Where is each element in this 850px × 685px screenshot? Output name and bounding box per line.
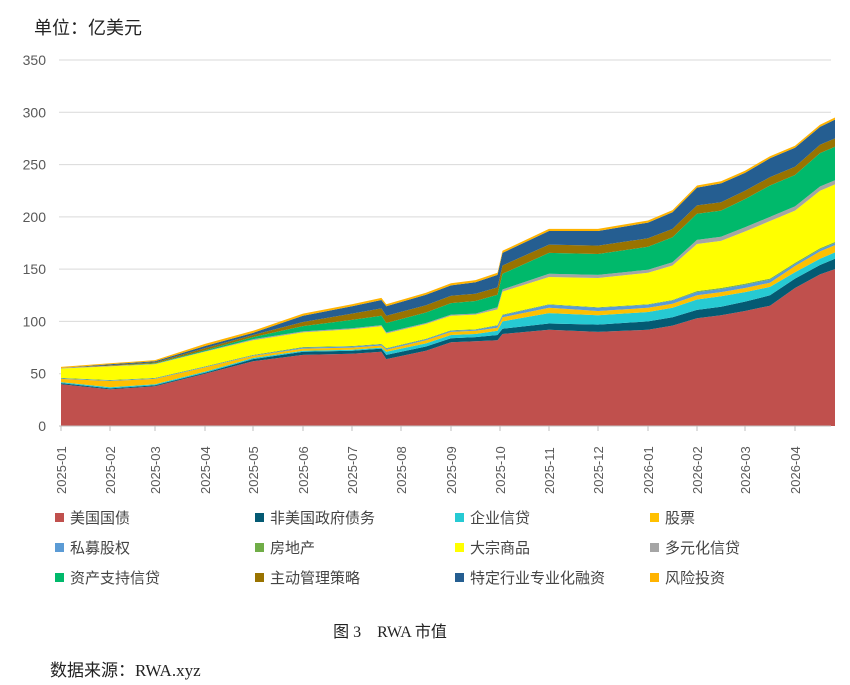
legend-label: 企业信贷 xyxy=(470,510,531,527)
legend-item: 风险投资 xyxy=(650,568,840,587)
legend-label: 私募股权 xyxy=(70,540,131,557)
legend-label: 美国国债 xyxy=(70,510,131,527)
legend-swatch xyxy=(650,573,659,582)
x-tick-label: 2025-07 xyxy=(345,446,360,494)
legend-swatch xyxy=(55,573,64,582)
x-tick-label: 2026-03 xyxy=(738,446,753,494)
legend-item: 股票 xyxy=(650,508,840,527)
y-tick-label: 0 xyxy=(38,418,46,434)
unit-label: 单位：亿美元 xyxy=(34,18,142,38)
y-tick-label: 250 xyxy=(23,157,47,173)
legend-label: 大宗商品 xyxy=(470,540,531,557)
x-tick-label: 2025-01 xyxy=(54,446,69,494)
figure-caption: 图 3 RWA 市值 xyxy=(333,624,447,641)
legend-item: 主动管理策略 xyxy=(255,568,455,587)
legend-swatch xyxy=(650,513,659,522)
legend-label: 资产支持信贷 xyxy=(70,570,161,587)
legend-label: 多元化信贷 xyxy=(665,540,741,557)
data-source: 数据来源：RWA.xyz xyxy=(50,661,201,680)
legend-item: 多元化信贷 xyxy=(650,538,840,557)
legend-swatch xyxy=(255,543,264,552)
area-series-6 xyxy=(61,184,835,380)
x-tick-label: 2026-01 xyxy=(641,446,656,494)
legend-swatch xyxy=(455,543,464,552)
legend-swatch xyxy=(55,543,64,552)
legend-item: 美国国债 xyxy=(55,508,255,527)
y-tick-label: 100 xyxy=(23,313,47,329)
y-tick-label: 50 xyxy=(30,366,46,382)
legend-label: 股票 xyxy=(665,510,696,527)
legend-swatch xyxy=(255,513,264,522)
x-tick-label: 2026-02 xyxy=(690,446,705,494)
legend-item: 企业信贷 xyxy=(455,508,650,527)
legend-label: 主动管理策略 xyxy=(270,570,361,587)
legend-swatch xyxy=(455,513,464,522)
y-tick-label: 350 xyxy=(23,52,47,68)
x-tick-label: 2026-04 xyxy=(788,446,803,494)
legend-swatch xyxy=(255,573,264,582)
legend-item: 特定行业专业化融资 xyxy=(455,568,650,587)
x-tick-label: 2025-10 xyxy=(493,446,508,494)
legend-swatch xyxy=(55,513,64,522)
x-tick-label: 2025-04 xyxy=(198,446,213,494)
x-tick-label: 2025-03 xyxy=(148,446,163,494)
legend-label: 特定行业专业化融资 xyxy=(470,570,606,587)
legend-item: 私募股权 xyxy=(55,538,255,557)
legend-label: 风险投资 xyxy=(665,570,726,587)
legend-item: 资产支持信贷 xyxy=(55,568,255,587)
legend-item: 房地产 xyxy=(255,538,455,557)
y-tick-label: 150 xyxy=(23,261,47,277)
stacked-area-chart: 0 50 100 150 200 250 300 350 2025-01 2025-02 2025-… xyxy=(23,52,835,494)
x-tick-label: 2025-08 xyxy=(394,446,409,494)
legend-label: 房地产 xyxy=(270,540,316,557)
x-tick-label: 2025-02 xyxy=(103,446,118,494)
legend-item: 大宗商品 xyxy=(455,538,650,557)
x-tick-label: 2025-06 xyxy=(296,446,311,494)
x-tick-label: 2025-11 xyxy=(542,447,557,494)
y-tick-label: 200 xyxy=(23,209,47,225)
x-tick-label: 2025-05 xyxy=(246,446,261,494)
legend-label: 非美国政府债务 xyxy=(270,510,376,527)
y-tick-label: 300 xyxy=(23,104,47,120)
legend-item: 非美国政府债务 xyxy=(255,508,455,527)
legend-swatch xyxy=(650,543,659,552)
legend-swatch xyxy=(455,573,464,582)
area-series-0 xyxy=(61,269,835,426)
legend: 美国国债 非美国政府债务 企业信贷 股票私募股权 房地产 大宗商品 多元化信贷资产支持信贷 主… xyxy=(55,508,845,587)
x-tick-label: 2025-12 xyxy=(591,446,606,494)
x-tick-label: 2025-09 xyxy=(444,446,459,494)
